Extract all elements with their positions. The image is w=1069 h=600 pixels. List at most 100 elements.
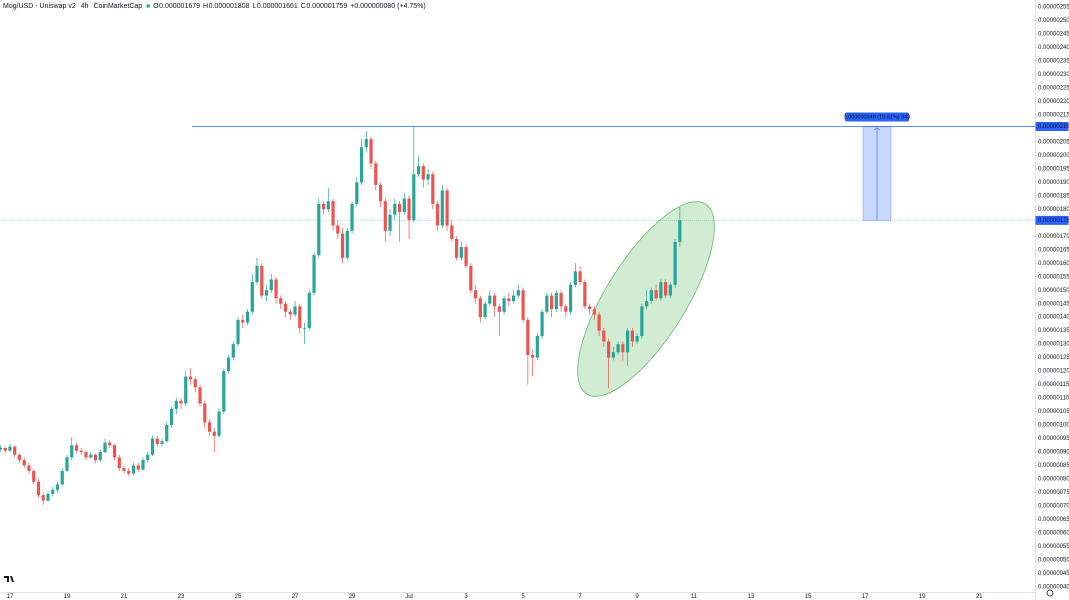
- tv-logo: [4, 576, 14, 582]
- candle-body: [640, 306, 644, 337]
- candle-body: [188, 376, 193, 380]
- candle-body: [407, 198, 411, 221]
- candle-body: [307, 292, 311, 328]
- last-price-label-bg: [1035, 215, 1069, 225]
- x-tick-label: 17: [7, 594, 14, 600]
- legend-change: +0.000000080 (+4.75%): [350, 3, 426, 10]
- candle-body: [179, 400, 183, 404]
- candle-body: [545, 295, 549, 312]
- candle-body: [611, 352, 615, 358]
- candle-body: [70, 445, 74, 458]
- x-tick-label: 15: [805, 594, 812, 600]
- candle-body: [454, 238, 459, 258]
- candle-body: [654, 290, 658, 299]
- candle-body: [79, 450, 83, 453]
- candle-body: [378, 185, 383, 202]
- candle-body: [383, 201, 387, 231]
- legend-value: 0.000001808: [209, 3, 250, 10]
- candle-body: [13, 446, 17, 455]
- candle-body: [203, 403, 207, 423]
- hline-price-label: 0.000002107: [1038, 124, 1069, 130]
- legend-value: 0.000001759: [306, 3, 347, 10]
- candle-body: [231, 344, 235, 358]
- candle-body: [473, 290, 478, 299]
- y-tick-label: 0.000000400: [1038, 584, 1069, 590]
- settings-icon[interactable]: [1046, 589, 1054, 597]
- candle-body: [336, 225, 340, 234]
- x-tick-label: Jul: [405, 594, 413, 600]
- last-price-label: 0.000001759: [1038, 218, 1069, 224]
- candle-body: [269, 279, 273, 291]
- candle-body: [597, 314, 601, 331]
- candle-body: [602, 330, 606, 342]
- candle-body: [165, 425, 169, 442]
- candle-body: [540, 311, 544, 337]
- candle-body: [535, 336, 539, 358]
- candle-body: [169, 408, 174, 426]
- x-tick-label: 13: [748, 594, 755, 600]
- candle-body: [108, 442, 112, 446]
- candle-body: [198, 387, 202, 404]
- candle-body: [450, 225, 454, 239]
- candle-body: [530, 354, 535, 358]
- candle-body: [497, 306, 501, 312]
- candle-body: [65, 457, 69, 471]
- candle-body: [93, 454, 98, 461]
- candle-body: [416, 166, 421, 175]
- measure-label: 0.000000348 (19.81%) 348: [844, 114, 911, 120]
- candle-body: [554, 292, 558, 310]
- candle-body: [592, 309, 596, 315]
- candle-body: [397, 203, 402, 212]
- candle-body: [317, 203, 321, 256]
- x-tick-label: 21: [976, 594, 983, 600]
- x-tick-label: 9: [635, 594, 639, 600]
- candle-body: [222, 371, 226, 412]
- candle-body: [564, 306, 568, 312]
- candle-body: [421, 166, 425, 180]
- candle-body: [478, 298, 482, 318]
- candle-body: [260, 265, 264, 296]
- candle-body: [326, 201, 330, 210]
- legend-key: H: [203, 3, 208, 10]
- candle-body: [678, 220, 682, 242]
- candle-body: [127, 470, 131, 474]
- candle-body: [673, 241, 677, 285]
- x-tick-label: 7: [578, 594, 582, 600]
- candle-body: [255, 265, 259, 283]
- symbol-title: Mog/USD - Uniswap v2: [3, 3, 76, 10]
- candle-body: [388, 214, 392, 231]
- legend-key: L: [252, 3, 256, 10]
- candle-body: [412, 174, 416, 221]
- x-tick-label: 29: [349, 594, 356, 600]
- highlight-ellipse: [577, 201, 715, 397]
- candle-body: [184, 376, 188, 404]
- candle-body: [469, 265, 473, 291]
- candle-body: [464, 247, 468, 266]
- candle-body: [659, 282, 663, 299]
- status-dot: [146, 4, 150, 8]
- candle-body: [193, 379, 197, 388]
- candle-body: [587, 306, 592, 310]
- candle-body: [150, 438, 155, 455]
- candle-body: [511, 295, 516, 301]
- candle-body: [578, 271, 582, 283]
- candle-body: [160, 441, 164, 444]
- candle-body: [283, 303, 288, 312]
- candle-body: [393, 203, 397, 215]
- candle-body: [0, 447, 3, 450]
